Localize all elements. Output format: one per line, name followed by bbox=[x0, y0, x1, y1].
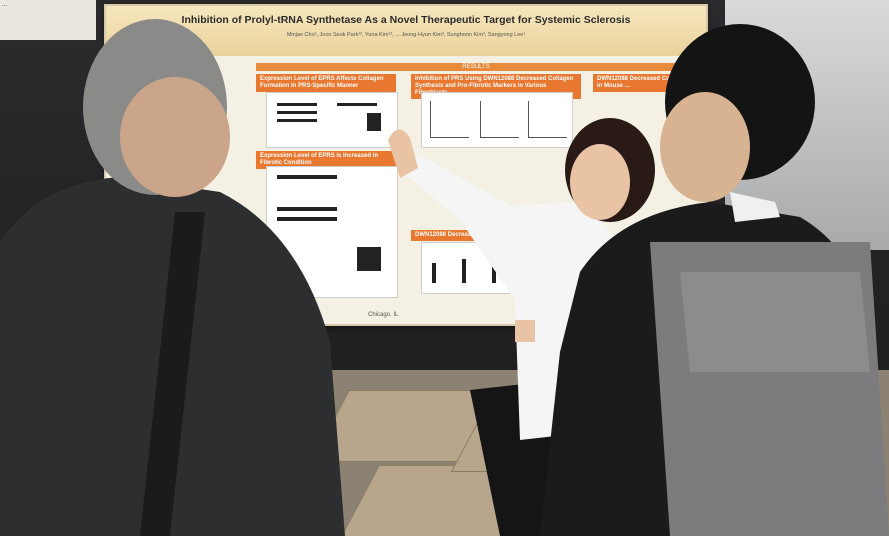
poster-authors: Minjae Cho¹, Joon Seok Park¹², Yuna Kim¹… bbox=[286, 32, 526, 38]
attendee-right bbox=[540, 24, 889, 536]
section-header: Expression Level of EPRS is Increased in… bbox=[256, 151, 396, 169]
section-header: Expression Level of EPRS Affects Collage… bbox=[256, 74, 396, 92]
neighbor-poster: ... bbox=[0, 0, 96, 40]
figure-panel bbox=[266, 92, 398, 148]
poster-title: Inhibition of Prolyl-tRNA Synthetase As … bbox=[181, 14, 631, 26]
results-bar: RESULTS bbox=[256, 63, 696, 71]
attendee-left bbox=[0, 19, 345, 536]
figure-panel bbox=[421, 92, 573, 148]
poster-location: Chicago, IL bbox=[368, 312, 399, 318]
neighbor-poster-text: ... bbox=[2, 2, 8, 8]
